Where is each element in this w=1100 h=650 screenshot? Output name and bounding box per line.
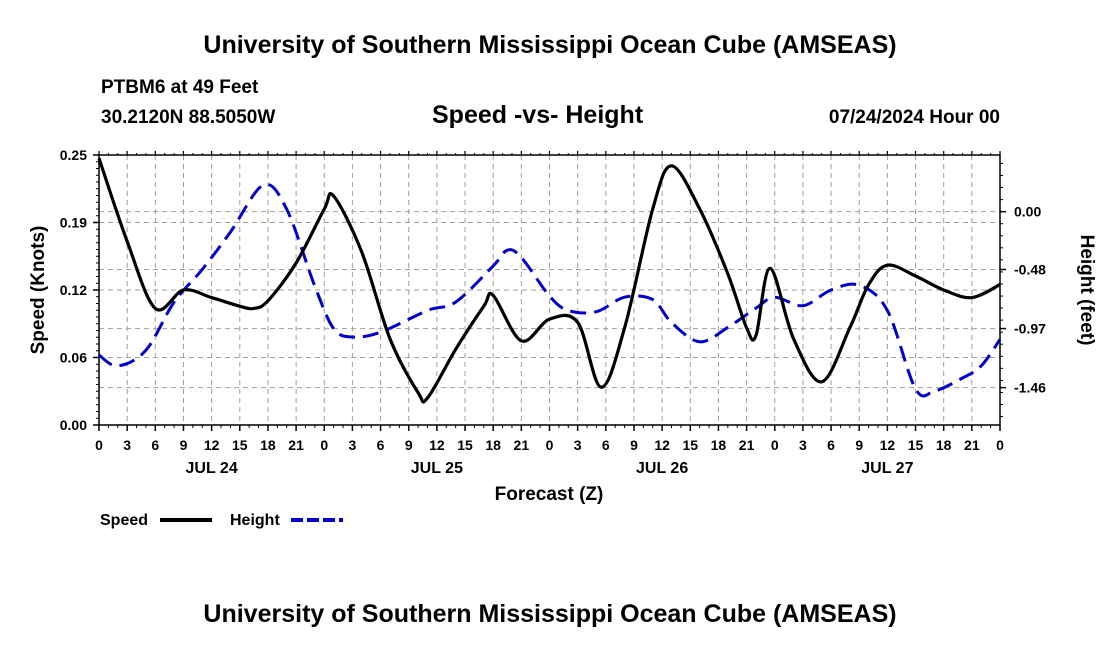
x-tick-label: 3 xyxy=(123,437,131,453)
y2-tick-label: -0.97 xyxy=(1014,321,1046,337)
station-coordinates: 30.2120N 88.5050W xyxy=(101,107,276,128)
x-tick-label: 15 xyxy=(682,437,698,453)
y-tick-label: 0.00 xyxy=(60,417,87,433)
x-tick-label: 6 xyxy=(151,437,159,453)
x-tick-label: 9 xyxy=(180,437,188,453)
x-tick-label: 21 xyxy=(514,437,530,453)
y2-tick-label: -1.46 xyxy=(1014,380,1046,396)
y-axis-title: Speed (Knots) xyxy=(28,226,49,355)
legend: Speed Height xyxy=(100,512,343,529)
x-tick-label: 12 xyxy=(204,437,220,453)
x-tick-label: 3 xyxy=(349,437,357,453)
x-tick-label: 0 xyxy=(320,437,328,453)
x-tick-label: 6 xyxy=(602,437,610,453)
x-tick-label: 3 xyxy=(799,437,807,453)
forecast-run-time: 07/24/2024 Hour 00 xyxy=(828,107,1000,128)
speed-series-line xyxy=(97,157,1001,404)
date-label: JUL 27 xyxy=(861,460,913,477)
x-tick-label: 18 xyxy=(936,437,952,453)
x-tick-label: 0 xyxy=(771,437,779,453)
y-tick-label: 0.12 xyxy=(60,282,87,298)
y-tick-label: 0.06 xyxy=(60,350,87,366)
legend-speed-label: Speed xyxy=(100,512,148,529)
x-tick-label: 21 xyxy=(964,437,980,453)
x-tick-label: 6 xyxy=(827,437,835,453)
x-tick-label: 12 xyxy=(880,437,896,453)
x-tick-label: 0 xyxy=(996,437,1004,453)
x-tick-label: 15 xyxy=(908,437,924,453)
date-label: JUL 24 xyxy=(186,460,238,477)
x-tick-label: 0 xyxy=(95,437,103,453)
x-tick-label: 9 xyxy=(630,437,638,453)
date-label: JUL 25 xyxy=(411,460,463,477)
x-tick-label: 18 xyxy=(485,437,501,453)
figure-title: University of Southern Mississippi Ocean… xyxy=(203,31,897,59)
y2-tick-label: -0.48 xyxy=(1014,262,1046,278)
x-tick-label: 0 xyxy=(546,437,554,453)
x-tick-label: 15 xyxy=(232,437,248,453)
footer-title: University of Southern Mississippi Ocean… xyxy=(203,600,897,628)
x-tick-label: 21 xyxy=(288,437,304,453)
station-label: PTBM6 at 49 Feet xyxy=(101,77,259,98)
chart-title: Speed -vs- Height xyxy=(432,101,644,129)
x-tick-label: 6 xyxy=(377,437,385,453)
x-tick-label: 3 xyxy=(574,437,582,453)
x-tick-label: 9 xyxy=(855,437,863,453)
x-tick-label: 18 xyxy=(711,437,727,453)
y2-tick-label: 0.00 xyxy=(1014,204,1041,220)
y-tick-label: 0.25 xyxy=(60,147,87,163)
date-label: JUL 26 xyxy=(636,460,688,477)
y2-axis-title: Height (feet) xyxy=(1076,235,1097,346)
y-tick-label: 0.19 xyxy=(60,215,87,231)
x-tick-label: 12 xyxy=(429,437,445,453)
x-tick-label: 15 xyxy=(457,437,473,453)
x-tick-label: 18 xyxy=(260,437,276,453)
legend-height-label: Height xyxy=(230,512,280,529)
x-tick-label: 12 xyxy=(654,437,670,453)
x-tick-label: 21 xyxy=(739,437,755,453)
x-tick-label: 9 xyxy=(405,437,413,453)
x-axis-title: Forecast (Z) xyxy=(495,484,604,505)
